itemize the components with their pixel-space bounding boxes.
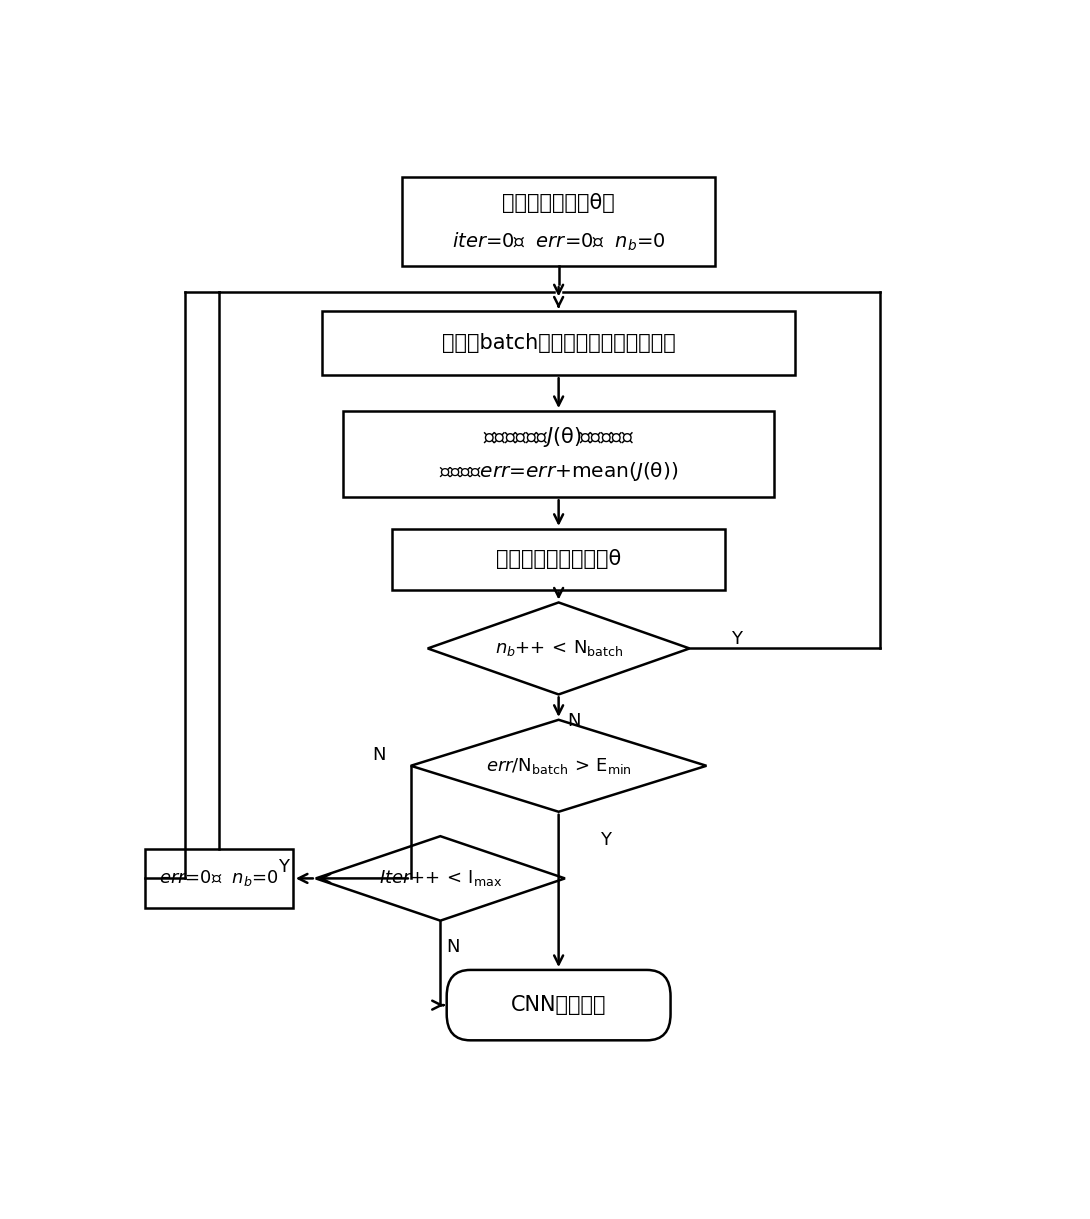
Bar (391, 529, 726, 590)
Text: N: N (567, 712, 581, 730)
Text: Y: Y (278, 858, 289, 876)
Text: 初始化网络参数θ，: 初始化网络参数θ， (502, 193, 615, 212)
Bar (343, 411, 774, 497)
Polygon shape (316, 836, 565, 920)
Text: $\mathit{err}$=0，  $n_b$=0: $\mathit{err}$=0， $n_b$=0 (159, 868, 279, 889)
Text: 输入各batch光谱数据，计算各层输出: 输入各batch光谱数据，计算各层输出 (441, 333, 676, 354)
Text: CNN建模完成: CNN建模完成 (511, 995, 606, 1015)
Text: N: N (372, 746, 386, 763)
Polygon shape (427, 602, 690, 695)
Polygon shape (411, 719, 706, 812)
Bar (145, 850, 293, 907)
Text: 更新各层可训练参数θ: 更新各层可训练参数θ (496, 550, 621, 569)
Text: $n_b$++$\,<\,$N$_\mathrm{batch}$: $n_b$++$\,<\,$N$_\mathrm{batch}$ (495, 639, 622, 658)
Text: 训练误差$\mathit{err}$=$\mathit{err}$+mean($\mathit{J}$(θ)): 训练误差$\mathit{err}$=$\mathit{err}$+mean($… (439, 460, 678, 483)
Text: $\mathit{iter}$=0，  $\mathit{err}$=0，  $n_b$=0: $\mathit{iter}$=0， $\mathit{err}$=0， $n_… (451, 230, 666, 254)
Text: Y: Y (730, 630, 741, 649)
Text: $\mathit{err}$/N$_\mathrm{batch}$$\,>\,$E$_\mathrm{min}$: $\mathit{err}$/N$_\mathrm{batch}$$\,>\,$… (486, 756, 631, 775)
Bar (402, 177, 715, 266)
Text: $\mathit{Iter}$++$\,<\,$I$_\mathrm{max}$: $\mathit{Iter}$++$\,<\,$I$_\mathrm{max}$ (378, 868, 502, 889)
Text: Y: Y (600, 831, 610, 848)
Bar (323, 312, 796, 375)
Text: N: N (446, 937, 460, 956)
Text: 计算代价函数$\mathit{J}$(θ)及偏导数，: 计算代价函数$\mathit{J}$(θ)及偏导数， (483, 425, 634, 450)
FancyBboxPatch shape (447, 970, 670, 1040)
